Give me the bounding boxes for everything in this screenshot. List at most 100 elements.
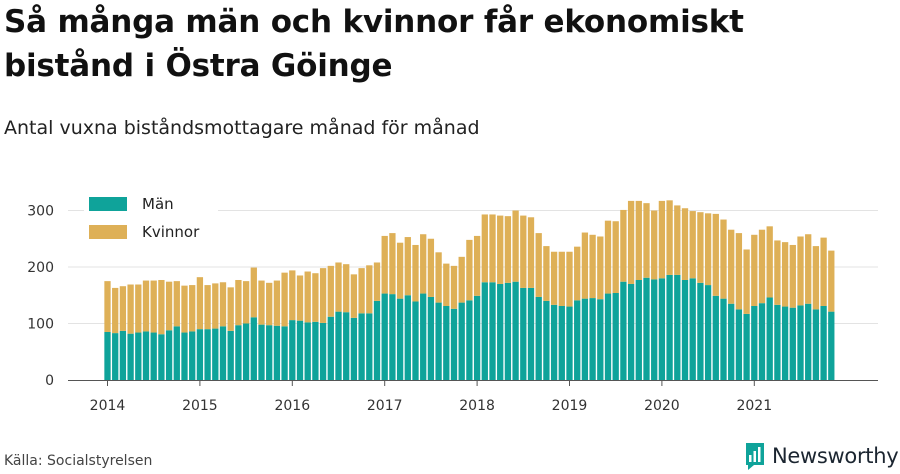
bar-woman <box>212 283 219 329</box>
bar-woman <box>158 279 165 335</box>
bar-woman <box>643 203 650 278</box>
x-tick-label: 2017 <box>367 398 403 414</box>
bar-man <box>235 325 242 380</box>
bar-woman <box>335 262 342 312</box>
x-tick-label: 2020 <box>644 398 680 414</box>
y-tick-label: 200 <box>27 260 54 276</box>
bar-woman <box>458 256 465 303</box>
bar-man <box>681 279 689 380</box>
bar-woman <box>743 249 750 314</box>
bar-woman <box>443 263 450 306</box>
bar-man <box>658 278 666 380</box>
bar-woman <box>258 280 265 325</box>
bar-man <box>812 309 820 380</box>
x-tick-label: 2018 <box>459 398 495 414</box>
bar-woman <box>735 233 743 310</box>
bar-man <box>466 300 473 380</box>
bar-man <box>250 317 257 380</box>
bar-woman <box>219 282 227 327</box>
bar-woman <box>620 209 627 282</box>
bar-woman <box>781 242 789 307</box>
bar-man <box>651 279 658 380</box>
bar-man <box>389 294 396 380</box>
bar-man <box>258 324 265 380</box>
bar-man <box>481 282 488 380</box>
bar-man <box>219 326 227 380</box>
x-tick-label: 2016 <box>274 398 310 414</box>
bar-woman <box>627 200 635 284</box>
bar-woman <box>112 287 119 334</box>
bar-man <box>512 281 519 380</box>
bar-man <box>273 325 281 380</box>
bar-man <box>319 322 327 380</box>
bar-woman <box>535 233 542 297</box>
bar-woman <box>828 250 835 312</box>
bar-woman <box>558 251 565 306</box>
bar-man <box>173 326 180 380</box>
bar-man <box>604 293 612 380</box>
bar-man <box>527 287 535 380</box>
bar-woman <box>373 262 381 301</box>
bar-man <box>558 305 565 380</box>
bar-woman <box>597 236 604 300</box>
bar-woman <box>381 235 388 294</box>
bar-woman <box>450 265 458 309</box>
bar-woman <box>119 286 127 331</box>
bar-woman <box>473 235 481 296</box>
bar-woman <box>227 287 234 331</box>
bar-woman <box>235 279 242 326</box>
bar-man <box>704 285 712 380</box>
bar-man <box>142 331 150 380</box>
bar-man <box>366 313 373 380</box>
bar-man <box>381 293 388 380</box>
bar-man <box>728 303 735 380</box>
bar-woman <box>242 281 250 324</box>
bar-man <box>566 306 573 380</box>
y-tick-label: 300 <box>27 204 54 220</box>
bar-man <box>743 313 750 380</box>
bar-woman <box>412 244 419 302</box>
bar-man <box>304 322 311 380</box>
bar-man <box>343 312 350 380</box>
brand-logo: Newsworthy <box>744 440 899 472</box>
bar-man <box>227 330 234 380</box>
bar-woman <box>812 246 820 310</box>
bar-woman <box>658 200 666 279</box>
bar-woman <box>666 200 673 275</box>
bar-man <box>643 277 650 380</box>
bar-woman <box>728 229 735 304</box>
bar-man <box>242 323 250 380</box>
bar-man <box>720 298 727 380</box>
bar-man <box>412 301 419 380</box>
legend-label-woman: Kvinnor <box>142 223 200 241</box>
bar-man <box>781 306 789 380</box>
bar-man <box>135 332 142 380</box>
bar-woman <box>674 205 681 275</box>
bar-woman <box>189 285 196 332</box>
legend-swatch-man <box>89 197 127 211</box>
bar-man <box>712 295 719 380</box>
bar-man <box>289 320 296 380</box>
bar-man <box>296 320 304 380</box>
bar-woman <box>497 215 504 284</box>
bar-woman <box>720 219 727 299</box>
bar-woman <box>574 246 581 301</box>
bar-man <box>574 300 581 380</box>
bar-woman <box>789 244 796 308</box>
bar-man <box>350 317 358 380</box>
bar-woman <box>142 280 150 332</box>
bar-man <box>581 298 589 380</box>
bar-woman <box>266 282 273 326</box>
source-note: Källa: Socialstyrelsen <box>4 453 153 469</box>
bar-woman <box>766 226 773 298</box>
bar-woman <box>427 238 435 297</box>
bar-woman <box>396 242 404 299</box>
bar-woman <box>504 216 512 283</box>
bar-man <box>150 332 157 380</box>
bar-man <box>597 299 604 380</box>
bar-woman <box>135 284 142 333</box>
bar-woman <box>589 234 596 299</box>
bar-woman <box>704 213 712 286</box>
stacked-bar-chart: 0 100 200 300 2014 2015 2016 2017 2018 2019 2020 20… <box>27 195 878 414</box>
bar-man <box>158 334 165 380</box>
